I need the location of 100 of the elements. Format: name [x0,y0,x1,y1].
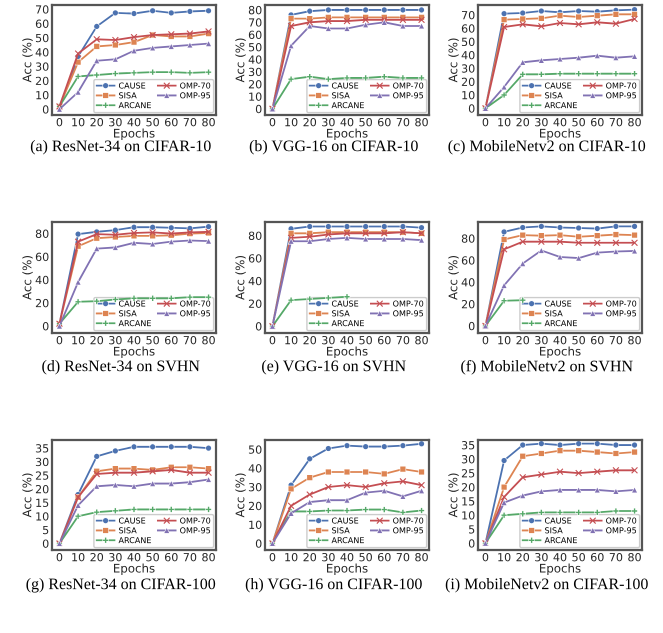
x-axis-title: Epochs [114,128,155,140]
x-tick-label: 10 [285,552,298,562]
y-tick-label: 40 [248,55,262,64]
x-tick-label: 10 [72,336,84,344]
x-tick-label: 60 [378,336,391,344]
legend-label: SISA [545,527,563,534]
x-axis-title: Epochs [540,128,581,140]
legend-label: ARCANE [118,537,151,544]
legend-label: SISA [332,527,350,534]
x-tick-label: 60 [590,336,604,344]
legend-label: SISA [545,92,563,98]
legend-label: OMP-70 [393,517,424,524]
legend-label: ARCANE [118,320,151,326]
y-tick-label: 30 [36,62,48,71]
x-tick-label: 70 [610,552,622,562]
x-tick-label: 80 [628,336,641,344]
x-tick-label: 10 [285,118,298,126]
x-tick-label: 70 [610,118,622,126]
y-tick-label: 50 [462,38,474,46]
legend-label: OMP-95 [606,527,636,534]
y-tick-label: 60 [462,24,474,33]
y-tick-label: 0 [256,539,262,548]
legend-label: OMP-95 [180,92,210,98]
x-tick-label: 10 [498,336,510,344]
legend-label: OMP-95 [393,92,424,98]
x-tick-label: 0 [270,552,276,562]
y-tick-label: 40 [462,50,474,60]
y-tick-label: 10 [249,520,262,529]
x-tick-label: 40 [340,552,354,562]
x-tick-label: 70 [396,552,410,562]
y-tick-label: 15 [36,498,48,508]
x-tick-label: 70 [396,336,410,344]
legend-label: OMP-70 [606,300,636,307]
legend-label: SISA [119,527,137,534]
y-axis-title: Acc (%) [235,38,246,82]
x-tick-label: 60 [590,552,604,562]
y-tick-label: 20 [248,502,262,510]
x-tick-label: 30 [109,118,122,126]
legend-label: CAUSE [332,82,358,89]
x-tick-label: 50 [572,552,585,562]
legend-label: OMP-95 [393,527,424,534]
y-tick-label: 60 [462,256,474,265]
x-tick-label: 30 [535,552,548,562]
y-tick-label: 40 [36,276,48,284]
y-tick-label: 0 [468,539,474,548]
legend-label: OMP-70 [180,82,210,89]
x-tick-label: 20 [516,336,530,344]
y-tick-label: 10 [462,511,474,520]
x-tick-label: 10 [498,552,510,562]
x-tick-label: 80 [628,552,641,562]
legend-label: ARCANE [544,102,577,108]
y-axis-title: Acc (%) [235,474,246,518]
x-tick-label: 10 [285,336,298,344]
legend-label: OMP-70 [180,300,210,307]
x-tick-label: 0 [482,552,488,562]
x-tick-label: 0 [270,118,276,126]
x-tick-label: 30 [109,552,122,562]
y-axis-title: Acc (%) [22,38,33,82]
x-tick-label: 40 [553,336,566,344]
y-tick-label: 20 [36,298,48,308]
y-axis-title: Acc (%) [22,256,33,300]
legend-label: OMP-95 [180,527,210,534]
y-tick-label: 50 [36,34,48,42]
y-tick-label: 5 [43,526,48,534]
y-tick-label: 80 [36,230,48,238]
legend-label: ARCANE [544,320,577,326]
x-tick-label: 80 [202,336,215,344]
y-tick-label: 40 [462,278,474,287]
x-tick-label: 70 [396,118,410,126]
x-tick-label: 10 [498,118,510,126]
text: (a) ResNet-34 on CIFAR-10 [30,140,211,154]
x-tick-label: 10 [72,552,84,562]
x-tick-label: 60 [164,336,178,344]
x-tick-label: 80 [415,552,428,562]
x-tick-label: 20 [303,552,316,562]
y-tick-label: 70 [36,5,48,14]
y-tick-label: 10 [249,92,262,101]
legend-label: OMP-95 [393,310,424,316]
x-tick-label: 0 [270,336,276,344]
legend-label: CAUSE [544,300,572,307]
y-tick-label: 80 [248,6,262,14]
x-tick-label: 0 [56,552,62,562]
y-tick-label: 15 [462,497,474,506]
legend-label: CAUSE [544,517,572,524]
y-tick-label: 60 [248,254,262,263]
y-tick-label: 10 [36,512,48,521]
x-tick-label: 40 [553,118,566,126]
y-tick-label: 80 [462,234,474,243]
x-tick-label: 80 [628,118,641,126]
x-tick-label: 10 [72,118,84,126]
legend-label: OMP-95 [606,310,636,316]
y-tick-label: 60 [248,30,262,40]
x-tick-label: 20 [516,552,530,562]
legend-label: OMP-95 [606,92,636,98]
x-tick-label: 60 [590,118,604,126]
legend-label: ARCANE [118,102,151,108]
legend-label: SISA [332,92,350,98]
y-tick-label: 35 [462,441,474,450]
x-tick-label: 0 [56,118,62,126]
legend-label: SISA [545,310,563,316]
